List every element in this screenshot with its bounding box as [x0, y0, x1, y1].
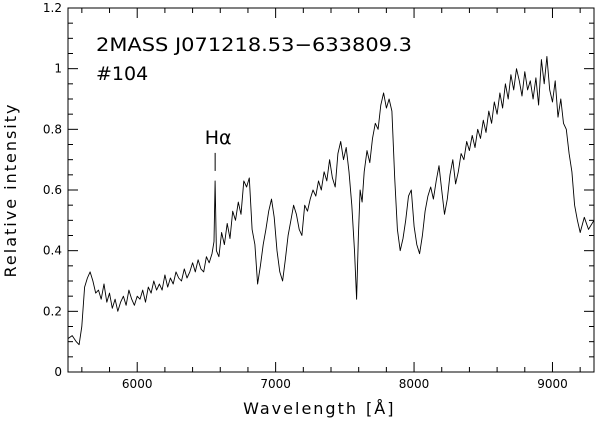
- y-axis-title: Relative intensity: [1, 103, 20, 278]
- y-tick-label: 1.2: [43, 1, 62, 15]
- y-tick-label: 0.8: [43, 122, 62, 136]
- x-tick-label: 6000: [122, 377, 153, 391]
- axis-ticks: [68, 7, 594, 373]
- x-axis-unit: [Å]: [366, 399, 395, 418]
- x-axis-title: Wavelength: [243, 399, 358, 418]
- axis-tick-labels: 6000 7000 8000 9000 0 0.2 0.4 0.6 0.8 1 1.2: [43, 1, 568, 391]
- x-tick-label: 8000: [399, 377, 430, 391]
- x-tick-label: 7000: [260, 377, 291, 391]
- y-tick-label: 1: [54, 62, 62, 76]
- y-tick-label: 0: [54, 365, 62, 379]
- spectrum-line: [67, 56, 595, 346]
- y-tick-label: 0.2: [43, 304, 62, 318]
- chart-title: 2MASS J071218.53−633809.3: [96, 34, 412, 56]
- y-tick-label: 0.4: [43, 244, 62, 258]
- h-alpha-label: Hα: [205, 127, 232, 149]
- chart-subtitle: #104: [96, 63, 148, 85]
- x-tick-label: 9000: [537, 377, 568, 391]
- y-tick-label: 0.6: [43, 183, 62, 197]
